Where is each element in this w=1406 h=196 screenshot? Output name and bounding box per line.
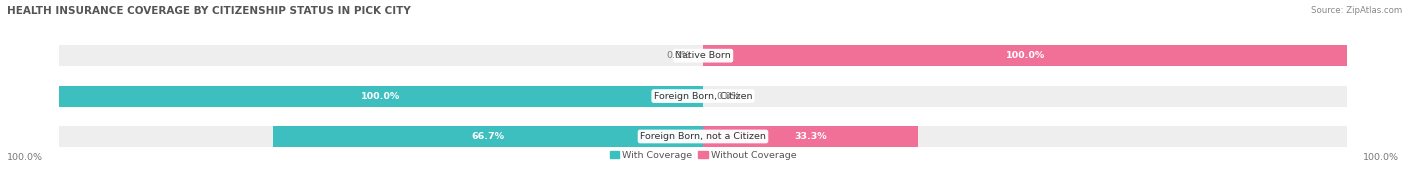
Text: 0.0%: 0.0% [716,92,740,101]
Bar [59,86,1347,107]
Legend: With Coverage, Without Coverage: With Coverage, Without Coverage [610,151,796,160]
Text: 100.0%: 100.0% [1005,51,1045,60]
Text: Source: ZipAtlas.com: Source: ZipAtlas.com [1310,6,1402,15]
Bar [59,126,1347,147]
Text: 66.7%: 66.7% [471,132,505,141]
Text: 33.3%: 33.3% [794,132,827,141]
Text: HEALTH INSURANCE COVERAGE BY CITIZENSHIP STATUS IN PICK CITY: HEALTH INSURANCE COVERAGE BY CITIZENSHIP… [7,6,411,16]
Bar [703,45,1347,66]
Text: 100.0%: 100.0% [361,92,401,101]
Bar [59,45,1347,66]
Text: 0.0%: 0.0% [666,51,690,60]
Text: 100.0%: 100.0% [1362,153,1399,162]
Text: 100.0%: 100.0% [7,153,44,162]
Bar [273,126,703,147]
Text: Native Born: Native Born [675,51,731,60]
Bar [59,86,703,107]
Text: Foreign Born, Citizen: Foreign Born, Citizen [654,92,752,101]
Text: Foreign Born, not a Citizen: Foreign Born, not a Citizen [640,132,766,141]
Bar [703,126,918,147]
